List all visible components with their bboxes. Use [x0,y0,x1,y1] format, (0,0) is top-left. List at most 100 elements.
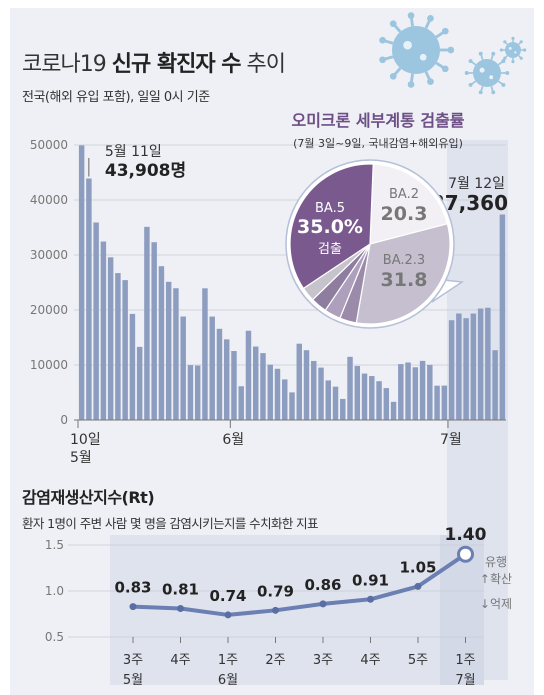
title-bold: 신규 확진자 수 [111,52,242,77]
bar [289,392,295,420]
rt-title: 감염재생산지수(Rt) [22,488,155,507]
virus-spike-tip [501,82,506,87]
rt-subtitle: 환자 1명이 주변 사람 몇 명을 감염시키는지를 수치화한 지표 [22,516,319,531]
y-tick-label: 40000 [30,193,68,207]
bar [93,222,99,420]
annotation-date: 5월 11일 [105,144,162,160]
title-prefix: 코로나19 [22,52,112,77]
virus-body [505,42,521,58]
pie-subtitle: (7월 3일~9일, 국내감염+해외유입) [293,136,463,150]
rt-x-week-label: 4주 [360,653,380,668]
virus-spike-tip [389,20,397,28]
bar [158,266,165,420]
rt-legend-title: 유행 [485,554,507,569]
bar [383,388,390,420]
bar [78,145,85,420]
y-tick-label: 0 [60,413,68,427]
y-tick-label: 10000 [30,358,68,372]
bar [187,365,194,420]
rt-value-label: 0.81 [162,580,199,598]
rt-x-month-label: 7월 [455,673,475,688]
bar [318,367,324,420]
rt-point-latest [457,545,474,563]
virus-spot [508,46,512,50]
bar [122,280,128,420]
y-tick-label: 20000 [30,303,68,317]
bar [477,308,484,420]
bar [332,386,339,420]
bar [311,360,317,420]
x-tick-label: 6월 [222,432,244,448]
virus-spot [479,67,485,73]
bar [267,364,273,420]
virus-spike-tip [427,78,434,86]
virus-spike-tip [379,36,386,44]
rt-point [319,600,327,608]
rt-value-label: 0.86 [304,576,341,594]
virus-spike-tip [511,36,515,41]
rt-x-week-label: 3주 [123,653,143,668]
rt-value-label: 0.74 [209,587,246,605]
bar [398,364,404,420]
bar [216,328,223,420]
rt-x-week-label: 1주 [218,653,238,668]
virus-spike-tip [441,65,449,73]
bar [296,343,302,420]
bar [448,320,455,420]
bar [194,365,201,420]
pie-label-value: 31.8 [381,269,428,291]
pie-label-extra: 검출 [318,242,342,257]
bar [427,364,433,420]
y-tick-label: 50000 [30,138,68,152]
pie-slice [355,223,451,325]
pie-label-name: BA.2.3 [383,253,425,268]
rt-point [367,595,374,603]
virus-spike-tip [468,82,473,87]
pie-label-name: BA.2 [389,187,419,202]
virus-body [392,26,440,74]
rt-point [272,606,279,614]
bar [180,316,186,420]
rt-legend-up: ↑확산 [480,572,512,586]
rt-x-week-label: 2주 [265,653,285,668]
virus-spike-tip [407,81,415,88]
bar [231,351,237,420]
bar [100,241,107,420]
rt-x-week-label: 3주 [313,653,333,668]
virus-spike-tip [407,12,415,19]
x-tick-label: 10일 [70,432,101,448]
rt-x-month-label: 6월 [218,673,238,688]
virus-spike-tip [478,90,483,95]
virus-icon [379,12,455,88]
rt-x-week-label: 5주 [408,653,428,668]
rt-value-label: 0.91 [352,571,389,589]
bar [499,214,506,420]
virus-spike-tip [503,56,507,60]
bar [325,380,331,420]
bar [238,386,244,420]
bar [86,178,92,420]
virus-icon [499,36,527,64]
bar [390,401,397,420]
bar [492,350,498,420]
rt-point [224,611,232,619]
rt-x-week-label: 1주 [455,653,475,668]
virus-spike-tip [447,46,455,54]
annotation-value: 43,908명 [105,161,186,181]
page-subtitle: 전국(해외 유입 포함), 일일 0시 기준 [22,90,210,105]
virus-spike-tip [427,14,434,22]
virus-spike-tip [505,71,510,75]
pie-label-value: 20.3 [381,203,428,225]
virus-spot [514,51,517,54]
bar [202,288,208,420]
virus-spike-tip [441,27,449,35]
virus-spike-tip [503,40,507,44]
annotation-date: 7월 12일 [448,176,505,192]
bar [115,273,121,420]
virus-spike-tip [519,40,523,44]
bar [253,346,259,420]
bar [260,353,266,420]
bar [303,350,310,420]
